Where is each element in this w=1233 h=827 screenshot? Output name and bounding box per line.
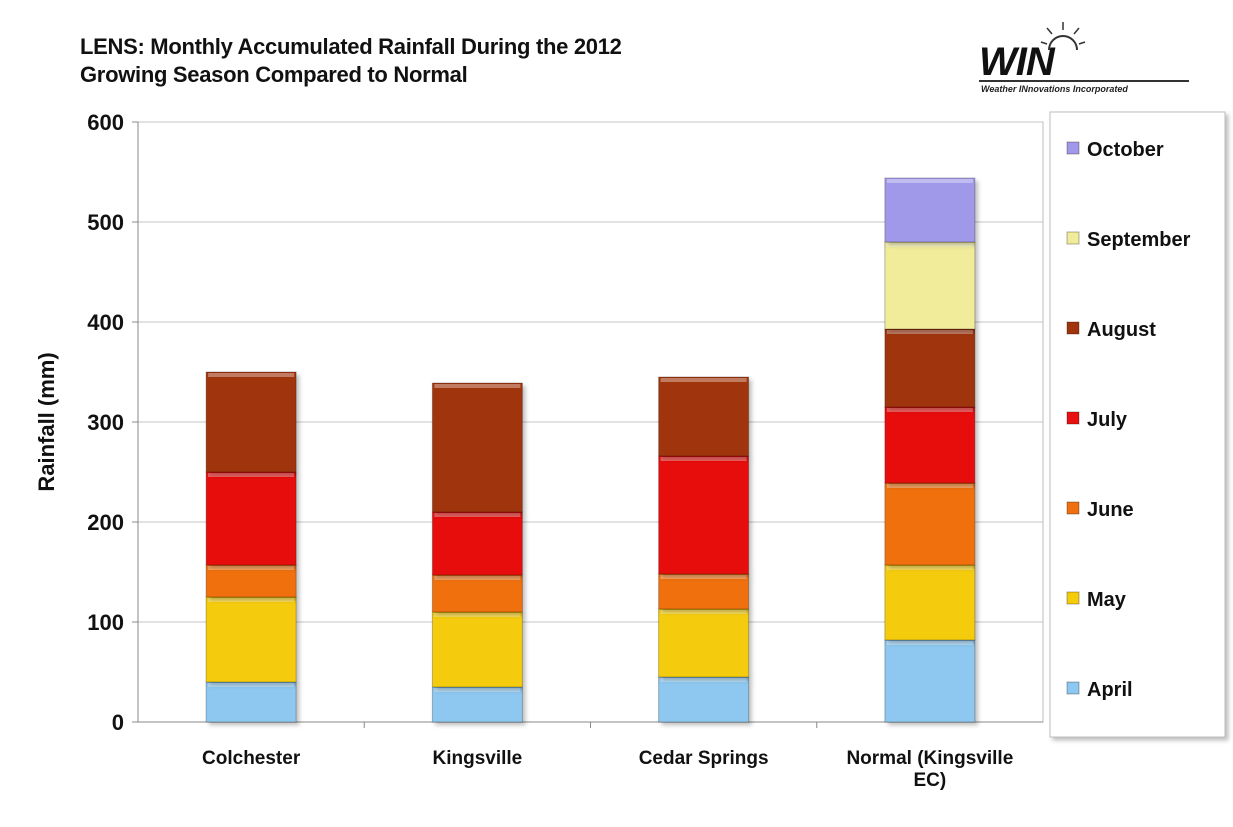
- legend-swatch-june: [1066, 501, 1080, 515]
- bar-bevel: [208, 473, 295, 477]
- legend-label-september: September: [1087, 229, 1191, 251]
- legend-swatch-may: [1066, 591, 1080, 605]
- legend: October September August July June May April: [1049, 111, 1226, 738]
- y-tick-label: 400: [87, 310, 124, 335]
- bar-bevel: [886, 641, 973, 645]
- legend-swatch-august: [1066, 321, 1080, 335]
- bar-bevel: [886, 243, 973, 247]
- bar-segment-july: [431, 511, 523, 576]
- bar-segment-may: [431, 611, 523, 688]
- x-tick-label: Kingsville: [433, 748, 523, 769]
- bar-bevel: [886, 408, 973, 412]
- bar-bevel: [886, 566, 973, 570]
- bar-segment-july: [205, 471, 297, 566]
- bar-segment-april: [884, 639, 976, 723]
- sun-icon: [1040, 22, 1086, 51]
- bar-segment-august: [658, 376, 750, 457]
- y-tick-label: 600: [87, 110, 124, 135]
- y-tick-label: 200: [87, 510, 124, 535]
- bar-segment-october: [884, 177, 976, 243]
- legend-swatch-april: [1066, 681, 1080, 695]
- bar-bevel: [434, 576, 521, 580]
- bar-bevel: [886, 484, 973, 488]
- legend-label-june: June: [1087, 499, 1134, 521]
- bar-bevel: [434, 513, 521, 517]
- bars: [205, 177, 976, 723]
- bar-segment-june: [658, 573, 750, 610]
- bar-bevel: [660, 575, 747, 579]
- legend-label-may: May: [1087, 589, 1127, 611]
- bar-segment-july: [658, 455, 750, 575]
- legend-swatch-september: [1066, 231, 1080, 245]
- x-tick-label: Normal (Kingsville: [846, 748, 1013, 769]
- win-logo: WIN Weather INnovations Incorporated: [975, 18, 1190, 103]
- axes: 0 100 200 300 400 500 600 Rainfall (mm) Colchest…: [34, 110, 1043, 791]
- bar-segment-june: [884, 482, 976, 566]
- bar-bevel: [434, 613, 521, 617]
- logo-wordmark: WIN: [979, 40, 1055, 84]
- bar-segment-april: [658, 676, 750, 723]
- legend-swatch-july: [1066, 411, 1080, 425]
- bar-segment-may: [205, 596, 297, 683]
- chart-title-line-2: Growing Season Compared to Normal: [80, 62, 468, 87]
- bar-bevel: [660, 610, 747, 614]
- bar-bevel: [660, 457, 747, 461]
- bar-bevel: [660, 678, 747, 682]
- bar-bevel: [434, 384, 521, 388]
- bar-segment-july: [884, 406, 976, 484]
- bar-segment-august: [205, 371, 297, 473]
- y-axis-label: Rainfall (mm): [34, 352, 59, 491]
- bar-segment-september: [884, 241, 976, 330]
- bar-bevel: [886, 330, 973, 334]
- legend-label-october: October: [1087, 139, 1164, 161]
- bar-segment-june: [431, 574, 523, 613]
- bar-segment-april: [205, 681, 297, 723]
- chart-title-line-1: LENS: Monthly Accumulated Rainfall Durin…: [80, 34, 622, 59]
- bar-bevel: [660, 378, 747, 382]
- legend-label-july: July: [1087, 409, 1128, 431]
- bar-segment-august: [884, 328, 976, 408]
- y-tick-label: 300: [87, 410, 124, 435]
- bar-bevel: [886, 179, 973, 183]
- bar-segment-may: [884, 564, 976, 641]
- bar-bevel: [208, 373, 295, 377]
- logo-rule: [979, 80, 1189, 82]
- bar-segment-april: [431, 686, 523, 723]
- legend-swatch-october: [1066, 141, 1080, 155]
- bar-bevel: [208, 683, 295, 687]
- x-tick-label: Cedar Springs: [639, 748, 769, 769]
- bar-bevel: [434, 688, 521, 692]
- legend-box: [1049, 111, 1226, 738]
- legend-label-august: August: [1087, 319, 1156, 341]
- x-tick-label: EC): [914, 770, 947, 791]
- y-tick-label: 0: [112, 710, 124, 735]
- y-tick-label: 100: [87, 610, 124, 635]
- x-tick-label: Colchester: [202, 748, 301, 769]
- bar-bevel: [208, 566, 295, 570]
- bar-segment-august: [431, 382, 523, 513]
- bar-bevel: [208, 598, 295, 602]
- bar-segment-may: [658, 608, 750, 678]
- bar-segment-june: [205, 564, 297, 598]
- legend-label-april: April: [1087, 679, 1133, 701]
- y-tick-label: 500: [87, 210, 124, 235]
- logo-subtitle: Weather INnovations Incorporated: [981, 84, 1128, 94]
